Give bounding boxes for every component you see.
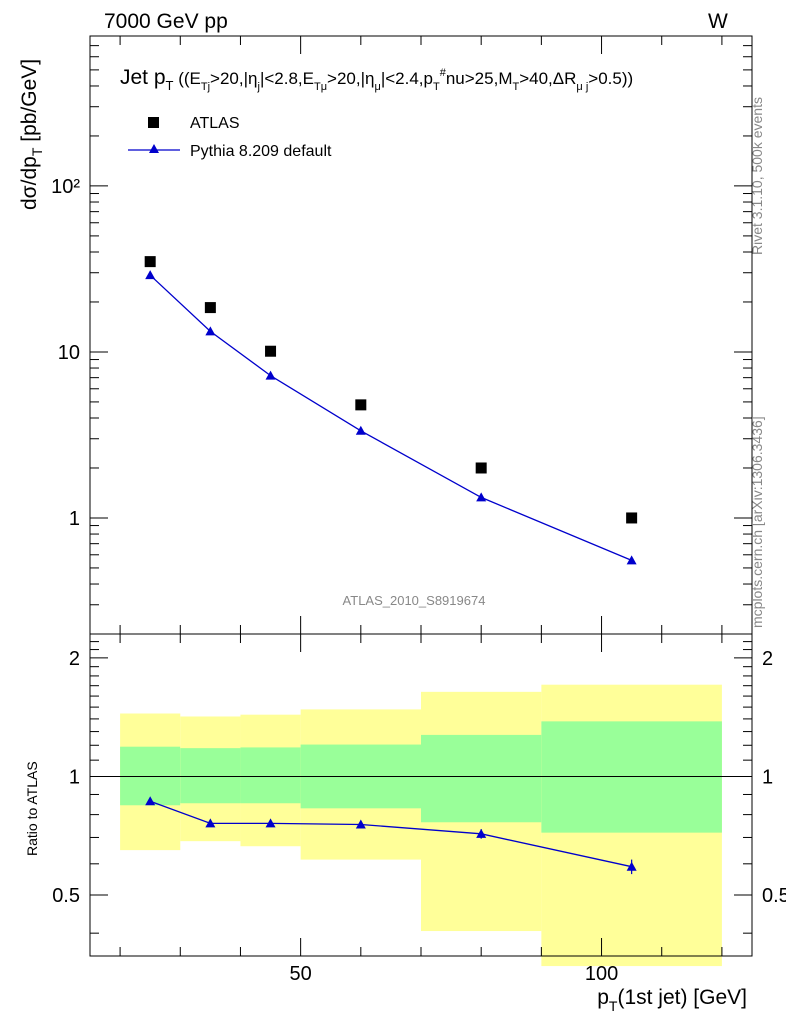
legend-label-atlas: ATLAS: [190, 115, 240, 132]
y-tick-label-ratio: 1: [69, 766, 80, 788]
y-tick-label-ratio: 0.5: [52, 885, 80, 907]
atlas-point: [144, 256, 156, 268]
uncertainty-band-inner: [541, 721, 722, 833]
legend-marker-mc: [149, 144, 159, 153]
uncertainty-band-inner: [421, 734, 542, 823]
y-tick-label-main: 1: [69, 508, 80, 530]
legend: ATLAS Pythia 8.209 default: [128, 115, 332, 160]
y-axis-label-main: dσ/dpT [pb/GeV]: [18, 59, 45, 210]
legend-label-mc: Pythia 8.209 default: [190, 143, 332, 160]
x-tick-label: 50: [290, 963, 312, 985]
atlas-point: [626, 512, 638, 524]
header-left: 7000 GeV pp: [104, 10, 228, 33]
plot-title: Jet pT ((ETj>20,|ηj|<2.8,ETμ>20,|ημ|<2.4…: [120, 66, 633, 93]
atlas-point: [265, 345, 277, 357]
uncertainty-band-inner: [240, 747, 301, 804]
y-tick-label-ratio-right: 2: [762, 648, 773, 670]
ratio-line: [149, 800, 632, 868]
atlas-point: [355, 399, 367, 411]
mc-line: [149, 274, 632, 562]
ratio-panel: 0.5 0.5 1 1 2 2 50 100: [52, 633, 786, 985]
mcplots-credit: mcplots.cern.ch [arXiv:1306.3436]: [749, 416, 765, 628]
ratio-point: [265, 818, 276, 828]
mc-point: [205, 326, 216, 336]
y-tick-label-ratio: 2: [69, 648, 80, 670]
atlas-point: [204, 302, 216, 314]
ratio-point: [476, 828, 487, 838]
y-axis-label-ratio: Ratio to ATLAS: [24, 761, 40, 856]
y-tick-label-ratio-right: 0.5: [762, 885, 786, 907]
header-right: W: [708, 10, 728, 33]
y-tick-label-ratio-right: 1: [762, 766, 773, 788]
atlas-point: [475, 462, 487, 474]
ratio-point: [355, 819, 366, 829]
x-tick-label: 100: [585, 963, 618, 985]
ratio-point: [205, 818, 216, 828]
main-panel: 1 10 10² Jet pT ((ETj>20,|ηj|<2.8,ETμ>20,|…: [51, 35, 753, 635]
analysis-watermark: ATLAS_2010_S8919674: [343, 593, 486, 608]
x-axis-label: pT(1st jet) [GeV]: [597, 986, 747, 1014]
rivet-version: Rivet 3.1.10, 500k events: [749, 97, 765, 255]
mc-point: [145, 270, 156, 280]
mc-point: [626, 555, 637, 565]
uncertainty-band-inner: [180, 748, 241, 804]
ratio-point: [626, 861, 637, 871]
mc-point: [355, 425, 366, 435]
y-tick-label-main: 10: [58, 342, 80, 364]
mc-point: [265, 370, 276, 380]
legend-marker-atlas: [148, 117, 159, 128]
ratio-point: [145, 796, 156, 806]
mc-point: [476, 492, 487, 502]
y-tick-label-main: 10²: [51, 176, 80, 198]
